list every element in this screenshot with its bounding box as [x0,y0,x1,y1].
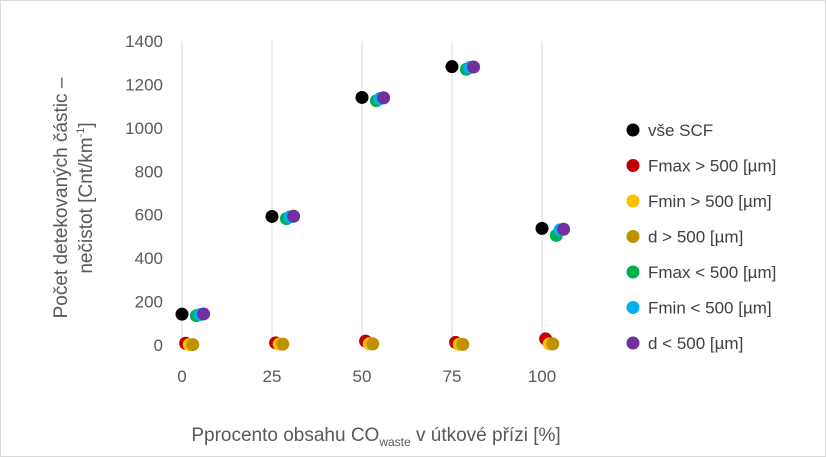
y-tick-label: 1400 [125,32,163,51]
data-point-series-3 [276,337,290,351]
x-tick-labels: 0 25 50 75 100 [177,367,556,386]
data-point-series-0 [175,307,189,321]
legend-marker-0 [626,123,640,137]
y-tick-label: 600 [135,206,163,225]
legend-label-6: d < 500 [µm] [648,334,743,353]
data-point-series-6 [377,91,391,105]
x-tick-label: 50 [353,367,372,386]
x-axis-title-subscript: waste [378,435,411,449]
data-point-series-3 [186,338,200,352]
y-tick-labels: 0 200 400 600 800 1000 1200 1400 [125,32,163,355]
legend-label-2: Fmin > 500 [µm] [648,192,772,211]
legend-marker-4 [626,265,640,279]
legend: vše SCF Fmax > 500 [µm] Fmin > 500 [µm] d >… [626,121,776,353]
y-axis-title-line2: nečistot [Cnt/km-1] [75,122,97,273]
x-axis-title-main: Pprocento obsahu CO [191,425,379,446]
x-tick-label: 100 [528,367,556,386]
data-point-series-6 [197,307,211,321]
legend-label-5: Fmin < 500 [µm] [648,299,772,318]
y-tick-label: 400 [135,249,163,268]
legend-label-3: d > 500 [µm] [648,228,743,247]
y-axis-title-line2-main: nečistot [Cnt/km [76,137,97,273]
legend-marker-5 [626,301,640,314]
x-axis-title: Pprocento obsahu COwaste v útkové přízi … [191,425,560,449]
data-points [175,60,571,352]
y-axis-title-line2-end: ] [76,122,97,127]
data-point-series-0 [445,60,459,74]
data-point-series-0 [535,221,549,235]
x-tick-label: 0 [177,367,186,386]
data-point-series-6 [467,60,481,74]
legend-marker-6 [626,336,640,350]
y-axis-title-superscript: -1 [75,128,87,138]
x-axis-title-tail: v útkové přízi [%] [411,425,561,446]
data-point-series-0 [355,90,369,104]
x-tick-label: 75 [443,367,462,386]
legend-marker-1 [626,159,640,172]
data-point-series-3 [456,337,470,351]
y-tick-label: 200 [135,293,163,312]
y-tick-label: 1200 [125,75,163,94]
y-axis-title-line1: Počet detekovaných částic – [51,77,72,318]
data-point-series-3 [546,337,560,351]
y-tick-label: 1000 [125,119,163,138]
y-tick-label: 800 [135,162,163,181]
data-point-series-6 [287,209,301,223]
x-tick-label: 25 [263,367,282,386]
legend-label-0: vše SCF [648,121,713,140]
y-tick-label: 0 [154,336,163,355]
legend-marker-3 [626,230,640,243]
data-point-series-6 [557,222,571,236]
grid-lines [181,41,543,345]
legend-label-1: Fmax > 500 [µm] [648,157,776,176]
data-point-series-3 [366,337,380,351]
data-point-series-0 [265,209,279,223]
legend-label-4: Fmax < 500 [µm] [648,263,776,282]
legend-marker-2 [626,194,640,208]
